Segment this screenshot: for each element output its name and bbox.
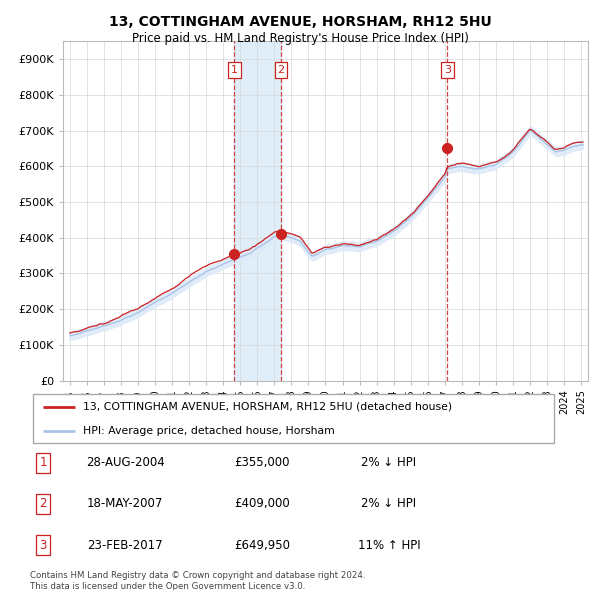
Text: £409,000: £409,000: [235, 497, 290, 510]
Text: 2% ↓ HPI: 2% ↓ HPI: [361, 497, 416, 510]
Text: 2: 2: [40, 497, 47, 510]
Text: 13, COTTINGHAM AVENUE, HORSHAM, RH12 5HU (detached house): 13, COTTINGHAM AVENUE, HORSHAM, RH12 5HU…: [83, 402, 452, 412]
Text: 3: 3: [444, 65, 451, 75]
Text: 13, COTTINGHAM AVENUE, HORSHAM, RH12 5HU: 13, COTTINGHAM AVENUE, HORSHAM, RH12 5HU: [109, 15, 491, 29]
Text: Price paid vs. HM Land Registry's House Price Index (HPI): Price paid vs. HM Land Registry's House …: [131, 32, 469, 45]
Text: 18-MAY-2007: 18-MAY-2007: [87, 497, 163, 510]
Text: Contains HM Land Registry data © Crown copyright and database right 2024.
This d: Contains HM Land Registry data © Crown c…: [30, 571, 365, 590]
Text: 3: 3: [40, 539, 47, 552]
Text: 1: 1: [40, 456, 47, 469]
Text: 11% ↑ HPI: 11% ↑ HPI: [358, 539, 421, 552]
FancyBboxPatch shape: [32, 395, 554, 443]
Text: 23-FEB-2017: 23-FEB-2017: [87, 539, 163, 552]
Text: £355,000: £355,000: [235, 456, 290, 469]
Text: £649,950: £649,950: [235, 539, 290, 552]
Text: 28-AUG-2004: 28-AUG-2004: [86, 456, 164, 469]
Text: HPI: Average price, detached house, Horsham: HPI: Average price, detached house, Hors…: [83, 426, 335, 436]
Text: 2: 2: [277, 65, 284, 75]
Text: 1: 1: [231, 65, 238, 75]
Text: 2% ↓ HPI: 2% ↓ HPI: [361, 456, 416, 469]
Bar: [235, 41, 281, 381]
